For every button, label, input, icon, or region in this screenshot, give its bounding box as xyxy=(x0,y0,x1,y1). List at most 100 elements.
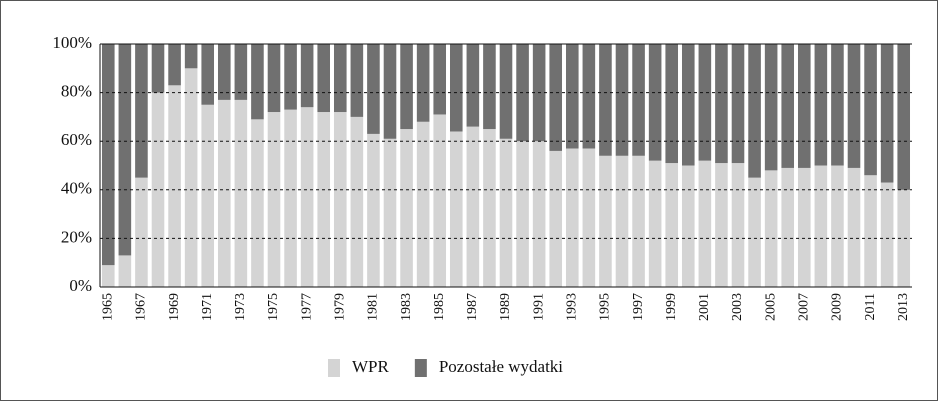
x-tick-label: 1971 xyxy=(200,293,215,321)
x-tick-label: 2009 xyxy=(830,293,845,321)
y-tick-label: 60% xyxy=(61,130,92,149)
y-tick-label: 0% xyxy=(69,276,92,295)
bar-segment xyxy=(483,44,496,130)
bar-segment xyxy=(499,44,513,139)
y-tick-label: 100% xyxy=(52,33,92,52)
bar-segment xyxy=(532,141,546,287)
bar-segment xyxy=(201,44,215,105)
bar-segment xyxy=(101,265,115,287)
bar-segment xyxy=(565,44,579,149)
bar-segment xyxy=(201,104,215,287)
bar-segment xyxy=(466,126,480,288)
bar-segment xyxy=(383,138,397,287)
bar-segment xyxy=(135,177,148,287)
x-tick-label: 1983 xyxy=(399,293,414,321)
y-tick-label: 20% xyxy=(61,227,92,246)
bar-segment xyxy=(582,148,596,287)
bar-segment xyxy=(764,44,778,171)
bar-segment xyxy=(317,112,331,287)
bar-segment xyxy=(251,44,264,120)
bar-segment xyxy=(565,148,579,287)
bar-segment xyxy=(831,165,844,287)
x-tick-label: 1997 xyxy=(631,293,646,321)
bar-segment xyxy=(317,44,331,113)
bar-segment xyxy=(880,182,894,287)
bar-segment xyxy=(333,44,347,113)
bar-segment xyxy=(101,44,115,266)
bar-segment xyxy=(847,167,861,287)
x-tick-label: 1965 xyxy=(101,293,116,321)
bar-segment xyxy=(184,68,198,287)
bar-segment xyxy=(350,116,364,288)
bar-segment xyxy=(168,44,181,86)
bar-segment xyxy=(217,44,231,100)
bar-segment xyxy=(731,163,745,287)
y-tick-label: 40% xyxy=(61,179,92,198)
bar-segment xyxy=(715,163,728,287)
x-tick-label: 2013 xyxy=(896,293,911,321)
bar-segment xyxy=(897,44,911,190)
bar-segment xyxy=(234,44,248,100)
y-tick-label: 80% xyxy=(61,82,92,101)
bar-segment xyxy=(367,133,380,287)
bar-segment xyxy=(184,44,198,69)
bar-segment xyxy=(847,44,861,168)
x-tick-label: 1973 xyxy=(233,293,248,321)
x-tick-label: 2011 xyxy=(863,293,878,320)
bar-segment xyxy=(367,44,380,134)
bar-segment xyxy=(880,44,894,183)
bar-segment xyxy=(665,44,679,164)
bar-segment xyxy=(748,44,761,178)
x-tick-label: 1993 xyxy=(565,293,580,321)
bar-segment xyxy=(648,44,662,161)
bar-segment xyxy=(715,44,728,164)
bar-segment xyxy=(251,119,264,287)
legend-label: Pozostałe wydatki xyxy=(439,357,563,376)
bar-segment xyxy=(483,129,496,287)
x-tick-label: 1969 xyxy=(167,293,182,321)
bar-segment xyxy=(151,44,165,93)
bar-segment xyxy=(267,44,281,113)
bar-segment xyxy=(300,44,314,108)
bar-segment xyxy=(350,44,364,117)
x-tick-label: 1985 xyxy=(432,293,447,321)
bar-segment xyxy=(383,44,397,139)
x-tick-label: 1975 xyxy=(266,293,281,321)
bar-segment xyxy=(632,155,645,287)
bar-segment xyxy=(731,44,745,164)
bar-segment xyxy=(499,138,513,287)
x-tick-label: 2007 xyxy=(797,293,812,321)
legend-label: WPR xyxy=(352,357,390,376)
bar-segment xyxy=(449,44,463,132)
bar-segment xyxy=(267,112,281,287)
bar-segment xyxy=(864,44,877,176)
legend-swatch xyxy=(328,359,340,377)
bar-segment xyxy=(599,44,612,156)
bar-segment xyxy=(135,44,148,178)
x-tick-label: 1989 xyxy=(498,293,513,321)
bar-segment xyxy=(582,44,596,149)
bar-segment xyxy=(300,107,314,288)
bar-segment xyxy=(814,44,828,166)
bar-segment xyxy=(400,44,413,130)
x-tick-label: 1999 xyxy=(664,293,679,321)
bar-segment xyxy=(118,44,132,256)
bar-segment xyxy=(516,141,529,287)
x-tick-label: 2003 xyxy=(730,293,745,321)
bar-segment xyxy=(748,177,761,287)
x-tick-label: 1967 xyxy=(134,293,149,321)
bar-segment xyxy=(234,99,248,287)
bar-segment xyxy=(118,255,132,287)
bar-segment xyxy=(400,129,413,287)
bar-segment xyxy=(781,167,795,287)
x-tick-label: 2005 xyxy=(763,293,778,321)
bar-segment xyxy=(897,189,911,287)
x-tick-label: 1995 xyxy=(598,293,613,321)
bar-segment xyxy=(681,44,695,166)
bar-segment xyxy=(797,44,811,168)
bar-segment xyxy=(168,85,181,287)
bar-segment xyxy=(797,167,811,287)
x-tick-label: 1991 xyxy=(531,293,546,321)
